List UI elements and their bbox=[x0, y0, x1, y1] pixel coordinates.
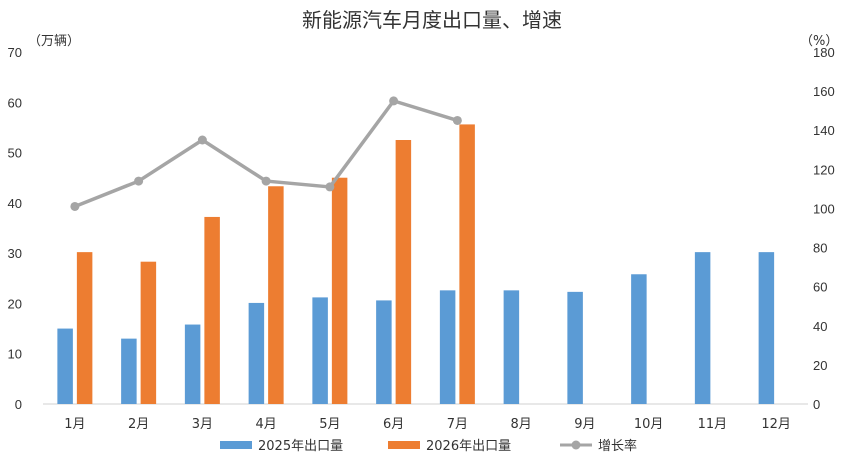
x-tick-label: 2月 bbox=[128, 417, 149, 432]
y-tick-label: 0 bbox=[15, 397, 22, 412]
bar-2026-4 bbox=[268, 186, 284, 404]
y2-tick-label: 0 bbox=[813, 397, 820, 412]
bar-2026-2 bbox=[140, 261, 157, 404]
x-tick-label: 9月 bbox=[574, 417, 595, 432]
bar-2025-7 bbox=[439, 290, 456, 404]
y2-tick-label: 140 bbox=[813, 123, 835, 138]
x-tick-label: 11月 bbox=[698, 417, 728, 432]
growth-rate-point-2 bbox=[134, 176, 144, 186]
bar-2026-5 bbox=[331, 177, 348, 404]
bar-2025-12 bbox=[758, 252, 775, 404]
x-tick-label: 5月 bbox=[319, 417, 340, 432]
growth-rate-point-7 bbox=[452, 115, 462, 125]
y-tick-label: 40 bbox=[8, 196, 22, 211]
y-tick-label: 50 bbox=[8, 146, 22, 161]
bar-2026-3 bbox=[204, 216, 220, 404]
legend-swatch bbox=[220, 441, 252, 449]
right-axis-unit: （%） bbox=[800, 34, 838, 49]
y2-tick-label: 20 bbox=[813, 358, 827, 373]
bar-2025-3 bbox=[184, 324, 201, 404]
x-tick-label: 1月 bbox=[64, 417, 85, 432]
category-labels: 1月 2月 3月 4月 5月 6月 7月 8月 9月 10月 11月 12月 bbox=[64, 417, 791, 432]
x-tick-label: 4月 bbox=[255, 417, 276, 432]
bar-2025-9 bbox=[567, 291, 583, 404]
right-axis-ticks: 0 20 40 60 80 100 120 140 160 180 bbox=[813, 45, 835, 412]
left-axis-unit: （万辆） bbox=[28, 34, 80, 49]
y2-tick-label: 80 bbox=[813, 241, 827, 256]
x-tick-label: 6月 bbox=[383, 417, 404, 432]
growth-rate-point-5 bbox=[325, 182, 335, 192]
bar-2025-4 bbox=[248, 302, 265, 404]
growth-line-group bbox=[70, 96, 462, 211]
y-tick-label: 70 bbox=[8, 45, 22, 60]
legend-label: 2026年出口量 bbox=[426, 439, 511, 454]
y2-tick-label: 100 bbox=[813, 201, 835, 216]
y2-tick-label: 180 bbox=[813, 45, 835, 60]
left-axis-ticks: 0 10 20 30 40 50 60 70 bbox=[8, 45, 22, 412]
y-tick-label: 10 bbox=[8, 347, 22, 362]
bar-2026-6 bbox=[395, 140, 412, 404]
bar-2025-5 bbox=[312, 297, 328, 404]
y2-tick-label: 120 bbox=[813, 162, 835, 177]
chart-title: 新能源汽车月度出口量、增速 bbox=[302, 8, 562, 32]
growth-rate-point-6 bbox=[389, 96, 399, 106]
y-tick-label: 60 bbox=[8, 95, 22, 110]
legend-swatch bbox=[388, 441, 420, 449]
bar-2025-2 bbox=[121, 338, 137, 404]
bar-2025-10 bbox=[631, 274, 647, 404]
y-tick-label: 20 bbox=[8, 296, 22, 311]
y2-tick-label: 60 bbox=[813, 280, 827, 295]
x-tick-label: 3月 bbox=[192, 417, 213, 432]
growth-rate-point-3 bbox=[197, 135, 207, 145]
bar-2025-6 bbox=[376, 300, 392, 404]
legend: 2025年出口量 2026年出口量 增长率 bbox=[220, 438, 637, 454]
bar-2026-7 bbox=[459, 124, 475, 404]
y2-tick-label: 40 bbox=[813, 319, 827, 334]
bar-2026-1 bbox=[76, 252, 93, 404]
bar-2025-8 bbox=[503, 290, 520, 404]
x-tick-label: 8月 bbox=[510, 417, 531, 432]
x-tick-label: 7月 bbox=[447, 417, 468, 432]
bars-group bbox=[57, 124, 775, 404]
bar-2025-11 bbox=[694, 252, 711, 404]
growth-rate-point-4 bbox=[261, 176, 271, 186]
y2-tick-label: 160 bbox=[813, 84, 835, 99]
legend-marker bbox=[571, 440, 581, 450]
legend-label: 2025年出口量 bbox=[258, 439, 343, 454]
growth-rate-point-1 bbox=[70, 201, 80, 211]
x-tick-label: 12月 bbox=[761, 417, 791, 432]
legend-label: 增长率 bbox=[598, 438, 637, 454]
bar-2025-1 bbox=[57, 328, 73, 404]
x-tick-label: 10月 bbox=[634, 417, 664, 432]
y-tick-label: 30 bbox=[8, 246, 22, 261]
